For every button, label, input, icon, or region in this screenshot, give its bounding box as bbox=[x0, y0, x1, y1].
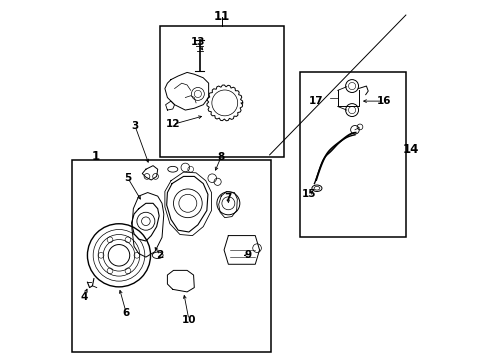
Text: 14: 14 bbox=[402, 143, 419, 156]
Text: 12: 12 bbox=[165, 120, 180, 129]
Text: 9: 9 bbox=[244, 250, 251, 260]
Text: 16: 16 bbox=[376, 96, 391, 106]
Text: 8: 8 bbox=[217, 152, 224, 162]
Bar bbox=[160, 26, 284, 157]
Text: 15: 15 bbox=[301, 189, 316, 199]
Text: 6: 6 bbox=[122, 308, 129, 318]
Text: 3: 3 bbox=[131, 121, 139, 131]
Bar bbox=[72, 160, 271, 352]
Bar bbox=[300, 72, 405, 237]
Text: 4: 4 bbox=[80, 292, 87, 302]
Text: 7: 7 bbox=[224, 193, 232, 203]
Text: 5: 5 bbox=[124, 173, 131, 183]
Text: 1: 1 bbox=[91, 150, 100, 163]
Text: 11: 11 bbox=[214, 10, 230, 23]
Text: 17: 17 bbox=[308, 96, 323, 106]
Text: 10: 10 bbox=[182, 315, 196, 325]
Text: 2: 2 bbox=[156, 250, 163, 260]
Text: 13: 13 bbox=[190, 37, 204, 47]
